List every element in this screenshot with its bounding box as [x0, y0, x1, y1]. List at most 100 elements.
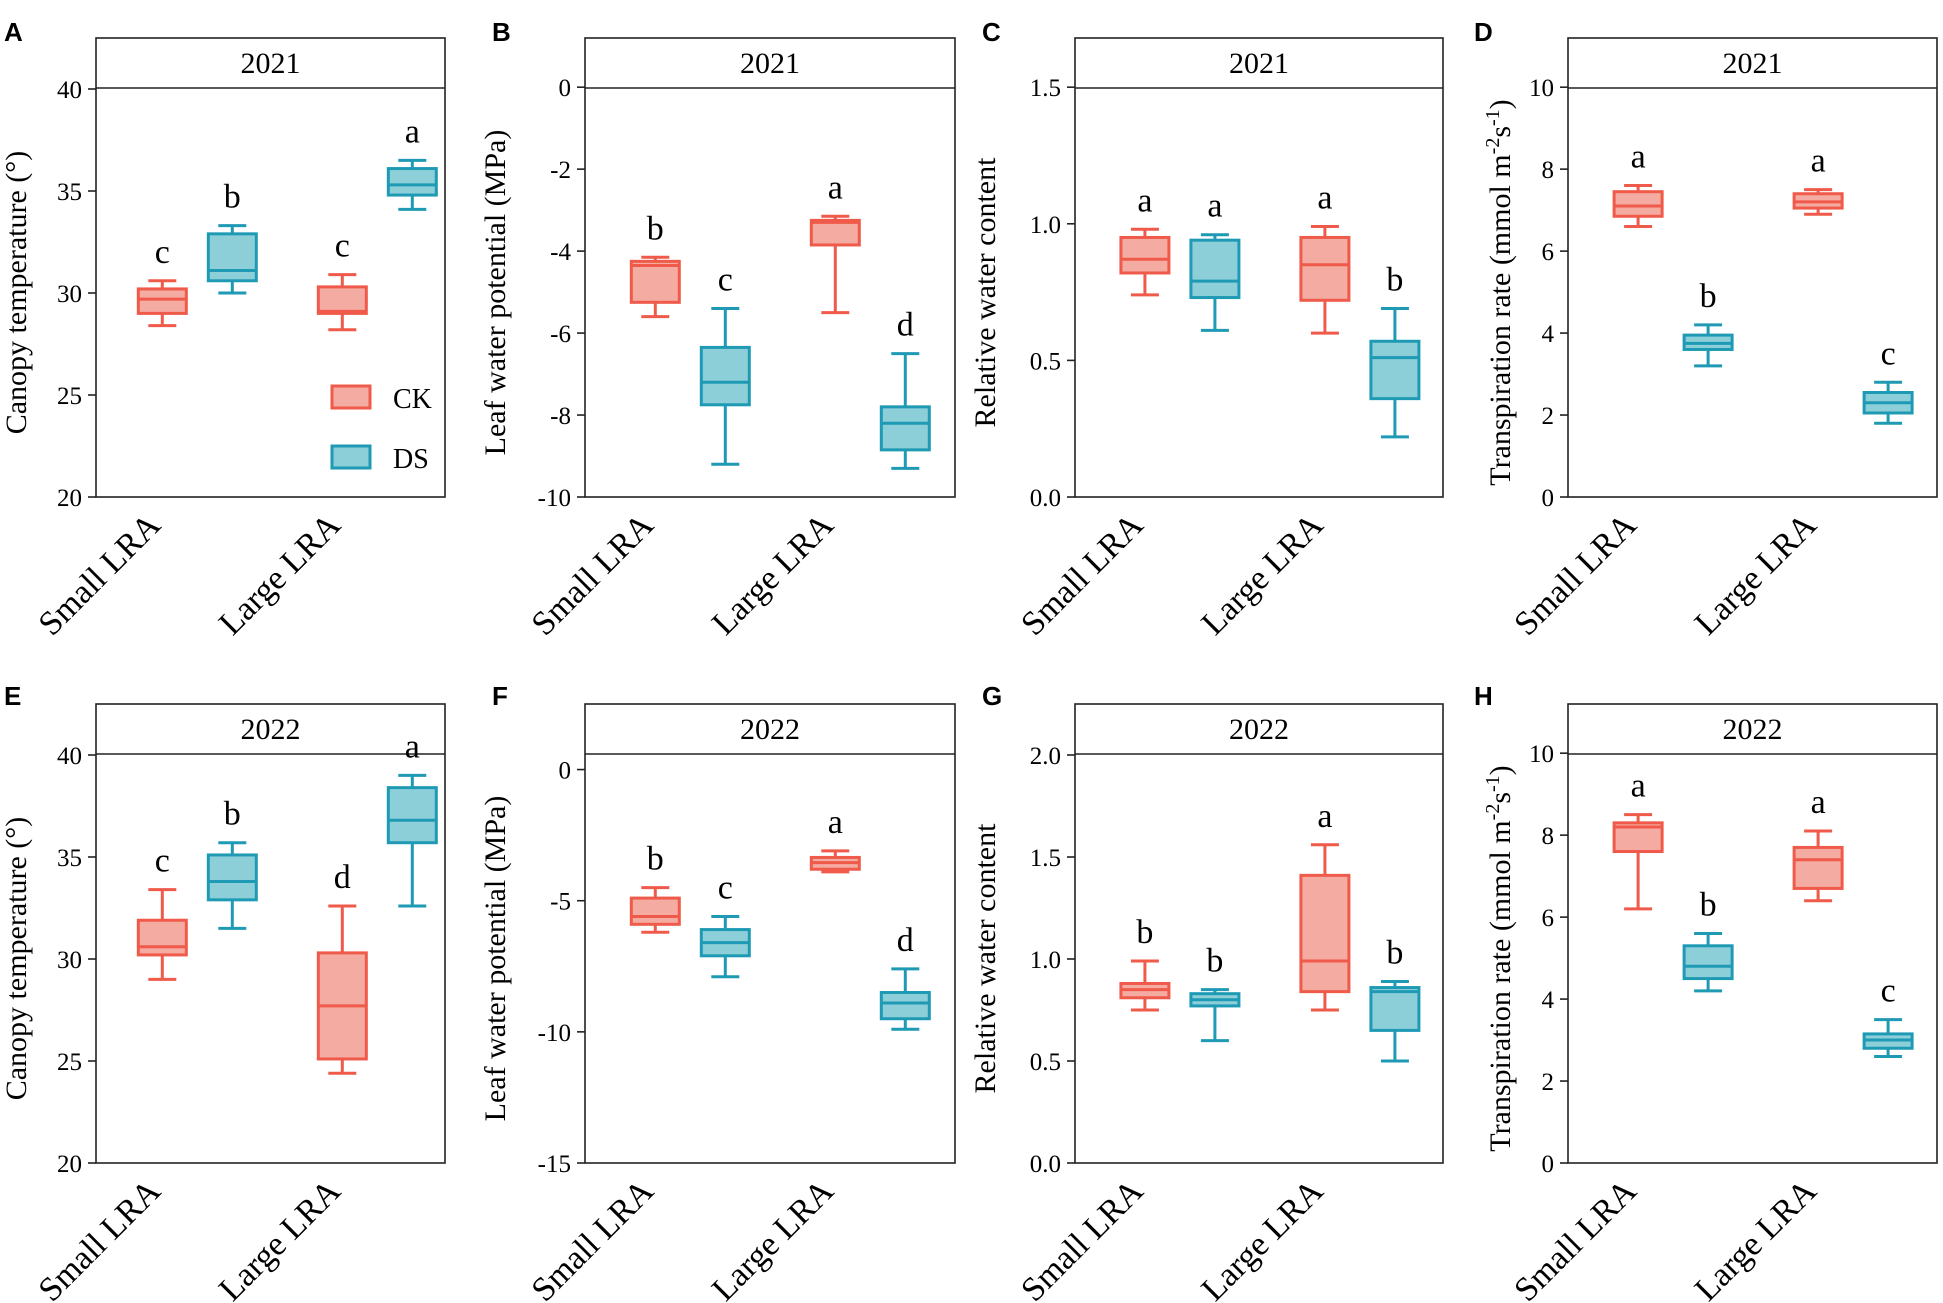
significance-letter: a — [1317, 798, 1332, 835]
significance-letter: b — [1386, 261, 1403, 298]
plot-frame — [584, 703, 956, 1164]
box-ds: b — [1682, 887, 1734, 993]
strip-label: 2021 — [1723, 47, 1783, 80]
significance-letter: b — [1206, 943, 1223, 980]
y-tick-label: 0 — [1542, 485, 1555, 512]
box-ds: b — [1369, 934, 1421, 1063]
significance-letter: a — [828, 169, 843, 206]
panel-label: B — [492, 17, 511, 47]
box-body — [1369, 986, 1421, 1032]
y-tick-label: 0 — [559, 758, 572, 785]
significance-letter: a — [405, 728, 420, 765]
y-tick-label: 20 — [57, 485, 82, 512]
y-tick-label: 25 — [57, 1049, 82, 1076]
y-axis-label: Relative water content — [969, 823, 1002, 1094]
panel-e: E 2022 20 25 30 35 40 Canopy temperature (°) Sma… — [0, 681, 446, 1303]
box-ck: a — [809, 169, 861, 315]
x-tick-label: Small LRA — [1507, 1172, 1644, 1303]
significance-letter: a — [1137, 182, 1152, 219]
significance-letter: d — [897, 307, 914, 344]
strip-label: 2021 — [1229, 47, 1289, 80]
x-tick-label: Large LRA — [1195, 506, 1331, 642]
box-ds: c — [699, 261, 751, 466]
x-tick-label: Large LRA — [212, 1172, 348, 1303]
box-ck: b — [629, 210, 681, 319]
significance-letter: a — [1811, 143, 1826, 180]
x-tick-label: Small LRA — [32, 1172, 169, 1303]
panel-label: E — [4, 681, 21, 711]
panel-d: D 2021 0 2 4 6 8 10 Transpiration rate (mmol m-2… — [1474, 17, 1938, 643]
x-tick-label: Small LRA — [1014, 506, 1151, 643]
box-ck: a — [1119, 182, 1171, 297]
box-body — [699, 345, 751, 407]
plot-frame — [1074, 37, 1444, 498]
x-tick-label: Large LRA — [212, 506, 348, 642]
box-ds: a — [1189, 188, 1241, 332]
y-tick-label: 0.0 — [1030, 485, 1061, 512]
y-tick-label: -10 — [538, 1020, 571, 1047]
panel-h: H 2022 0 2 4 6 8 10 Transpiration rate (mmol m-2… — [1474, 681, 1938, 1303]
box-ck: a — [1612, 139, 1664, 229]
box-ds: b — [1369, 261, 1421, 439]
strip-label: 2022 — [1723, 713, 1783, 746]
box-body — [316, 285, 368, 315]
y-axis-label: Canopy temperature (°) — [0, 817, 33, 1101]
legend-swatch-ck — [330, 384, 372, 410]
strip-label: 2022 — [740, 713, 800, 746]
y-tick-label: -15 — [538, 1151, 571, 1178]
strip-label: 2022 — [241, 713, 301, 746]
box-ds: b — [1682, 278, 1734, 368]
y-tick-label: 35 — [57, 179, 82, 206]
strip-label: 2021 — [740, 47, 800, 80]
y-tick-label: 40 — [57, 743, 82, 770]
y-tick-label: 8 — [1542, 823, 1555, 850]
x-tick-label: Large LRA — [1688, 1172, 1824, 1303]
box-body — [1299, 873, 1351, 994]
box-ck: a — [1299, 180, 1351, 335]
box-body — [1682, 944, 1734, 981]
box-body — [206, 853, 258, 902]
box-ck: d — [316, 859, 368, 1075]
significance-letter: a — [828, 804, 843, 841]
plot-frame — [1074, 703, 1444, 1164]
y-axis-label: Canopy temperature (°) — [0, 151, 33, 435]
box-ds: d — [879, 307, 931, 470]
significance-letter: b — [1700, 887, 1717, 924]
box-ck: a — [1792, 143, 1844, 216]
box-ck: c — [136, 234, 188, 328]
strip-label: 2021 — [241, 47, 301, 80]
box-ds: c — [1862, 335, 1914, 425]
box-body — [1612, 190, 1664, 218]
panel-a: A 2021 20 25 30 35 40 Canopy temperature (°) Sma… — [0, 17, 446, 643]
y-tick-label: 0.0 — [1030, 1151, 1061, 1178]
box-ds: c — [1862, 973, 1914, 1058]
box-body — [879, 991, 931, 1021]
x-tick-label: Small LRA — [525, 1172, 662, 1303]
strip-label: 2022 — [1229, 713, 1289, 746]
panel-c: C 2021 0.0 0.5 1.0 1.5 Relative water content S… — [969, 17, 1444, 643]
significance-letter: c — [1881, 973, 1896, 1010]
y-tick-label: 2.0 — [1030, 743, 1061, 770]
box-ck: a — [809, 804, 861, 874]
y-tick-label: 10 — [1529, 741, 1554, 768]
y-tick-label: 2 — [1542, 403, 1555, 430]
plot-frame — [584, 37, 956, 498]
box-ds: a — [386, 113, 438, 211]
panel-label: G — [982, 681, 1002, 711]
y-tick-label: -2 — [550, 157, 571, 184]
box-ds: d — [879, 922, 931, 1031]
significance-letter: a — [1631, 768, 1646, 805]
y-tick-label: 0 — [1542, 1151, 1555, 1178]
significance-letter: d — [897, 922, 914, 959]
plot-frame — [95, 703, 446, 1164]
y-tick-label: 1.5 — [1030, 845, 1061, 872]
significance-letter: c — [718, 261, 733, 298]
significance-letter: b — [1136, 914, 1153, 951]
y-tick-label: -10 — [538, 485, 571, 512]
box-ds: a — [386, 728, 438, 908]
box-ds: b — [1189, 943, 1241, 1043]
y-axis-label: Transpiration rate (mmol m-2s-1) — [1482, 99, 1517, 485]
y-tick-label: 0.5 — [1030, 1049, 1061, 1076]
plot-frame — [1567, 703, 1938, 1164]
